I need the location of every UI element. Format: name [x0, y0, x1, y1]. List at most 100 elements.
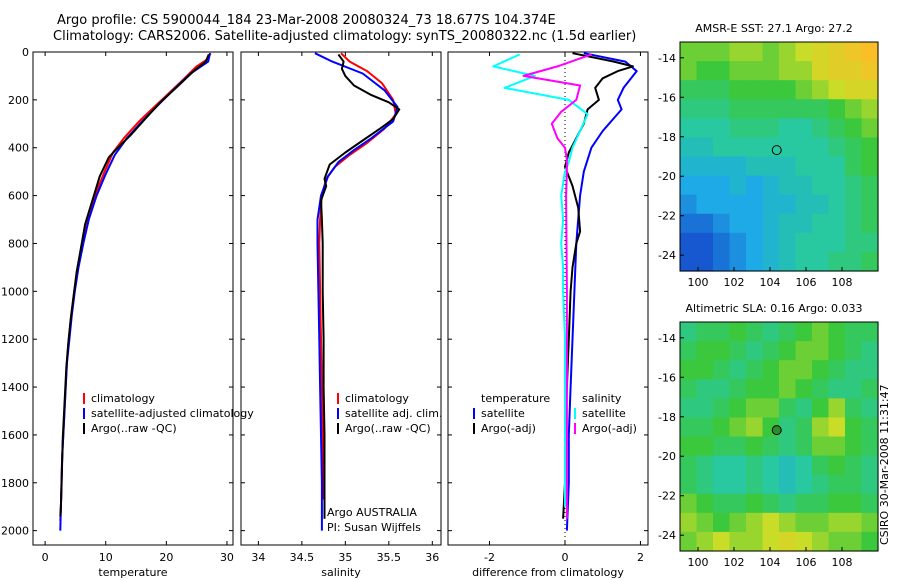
depth-tick-label: 400	[8, 142, 29, 155]
sla_map-cell	[779, 379, 797, 399]
sst_map-cell	[812, 156, 830, 177]
sst_map-cell	[779, 156, 797, 177]
sla_map-cell	[680, 398, 698, 419]
sla_map-cell	[812, 455, 830, 476]
sst_map-cell	[812, 251, 830, 272]
sla_map-cell	[828, 436, 846, 457]
temperature-series-climatology	[59, 52, 212, 522]
sst_map-cell	[762, 61, 780, 81]
difference-legend-temperature-header: temperature	[481, 392, 550, 405]
sst_map-cell	[762, 194, 780, 215]
sla_map-cell	[713, 417, 731, 438]
sst_map-cell	[812, 42, 830, 62]
sst_map-cell	[861, 251, 879, 272]
depth-tick-label: 1000	[1, 285, 29, 298]
temperature-xtick-label: 20	[159, 551, 173, 564]
sla_map-cell	[861, 512, 879, 533]
sla_map-cell	[729, 341, 747, 361]
sst_map-cell	[680, 156, 698, 177]
sst_map-cell	[729, 251, 747, 272]
depth-tick-label: 1800	[1, 477, 29, 490]
sla_map-cell	[746, 322, 764, 342]
sst_map-cell	[845, 99, 863, 119]
sst_map-cell	[696, 99, 714, 119]
sst_map-cell	[696, 118, 714, 139]
sst_map-cell	[729, 232, 747, 253]
temperature-xlabel: temperature	[98, 566, 167, 579]
sla_map-xtick-label: 104	[760, 556, 781, 569]
sla_map-cell	[729, 322, 747, 342]
sla_map-cell	[713, 322, 731, 342]
sst_map-cell	[762, 42, 780, 62]
sla_map-cell	[680, 436, 698, 457]
sst_map-cell	[729, 61, 747, 81]
depth-tick-label: 200	[8, 94, 29, 107]
sla_map-cell	[779, 493, 797, 514]
sla_map-cell	[746, 531, 764, 552]
sla_map-cell	[812, 379, 830, 399]
sst_map-cell	[696, 61, 714, 81]
sla_map-xtick-label: 106	[796, 556, 817, 569]
sla_map-cell	[696, 322, 714, 342]
sla_map-cell	[696, 493, 714, 514]
sst_map-cell	[746, 213, 764, 234]
sla_map-cell	[828, 512, 846, 533]
sst_map-cell	[861, 213, 879, 234]
sst_map-cell	[746, 61, 764, 81]
sla_map-cell	[746, 379, 764, 399]
sst_map-cell	[828, 232, 846, 253]
sst_map-cell	[696, 80, 714, 100]
sst_map-ytick-label: -14	[658, 52, 676, 65]
sst_map-cell	[696, 42, 714, 62]
sst_map-cell	[779, 80, 797, 100]
sla_map-cell	[861, 436, 879, 457]
sla_map-cell	[861, 398, 879, 419]
salinity-xtick-label: 35.5	[377, 551, 402, 564]
sla_map-cell	[696, 417, 714, 438]
sst_map-cell	[729, 118, 747, 139]
sst_map-cell	[696, 251, 714, 272]
sst_map-cell	[680, 213, 698, 234]
sla_map-cell	[746, 474, 764, 495]
sst_map-cell	[713, 118, 731, 139]
sst_map-cell	[729, 156, 747, 177]
sst_map-cell	[762, 175, 780, 196]
sla_map-cell	[795, 474, 813, 495]
sla_map-cell	[828, 379, 846, 399]
sla_map-cell	[680, 379, 698, 399]
sst_map-cell	[795, 175, 813, 196]
sst_map-cell	[713, 137, 731, 158]
sla_map-cell	[795, 398, 813, 419]
sst_map-cell	[713, 194, 731, 215]
temperature-axes-frame	[32, 51, 234, 546]
salinity-xlabel: salinity	[321, 566, 361, 579]
sla_map-cell	[795, 322, 813, 342]
sst_map-cell	[762, 80, 780, 100]
salinity-xtick-label: 34	[251, 551, 265, 564]
sst_map-cell	[713, 232, 731, 253]
sst_map-cell	[828, 213, 846, 234]
sla_map-cell	[713, 455, 731, 476]
sla_map-cell	[812, 417, 830, 438]
sla_map-cell	[729, 474, 747, 495]
temperature-xtick-label: 0	[42, 551, 49, 564]
sst_map-cell	[828, 194, 846, 215]
sla_map-cell	[779, 531, 797, 552]
sla_map-cell	[779, 341, 797, 361]
sst_map-cell	[762, 118, 780, 139]
sst_map-cell	[861, 232, 879, 253]
sla_map-cell	[845, 417, 863, 438]
sla_map-cell	[680, 474, 698, 495]
sst_map-cell	[861, 42, 879, 62]
sla_map-cell	[762, 341, 780, 361]
sst_map-cell	[779, 251, 797, 272]
sst_map-cell	[779, 232, 797, 253]
difference-legend-label: Argo(-adj)	[481, 422, 536, 435]
depth-tick-label: 1600	[1, 429, 29, 442]
sla_map-frame	[679, 321, 879, 552]
sla_map-cell	[779, 455, 797, 476]
salinity-legend-label: Argo(..raw -QC)	[345, 422, 431, 435]
sla_map-cell	[795, 455, 813, 476]
sla_map-cell	[828, 341, 846, 361]
sla_map-cell	[779, 322, 797, 342]
